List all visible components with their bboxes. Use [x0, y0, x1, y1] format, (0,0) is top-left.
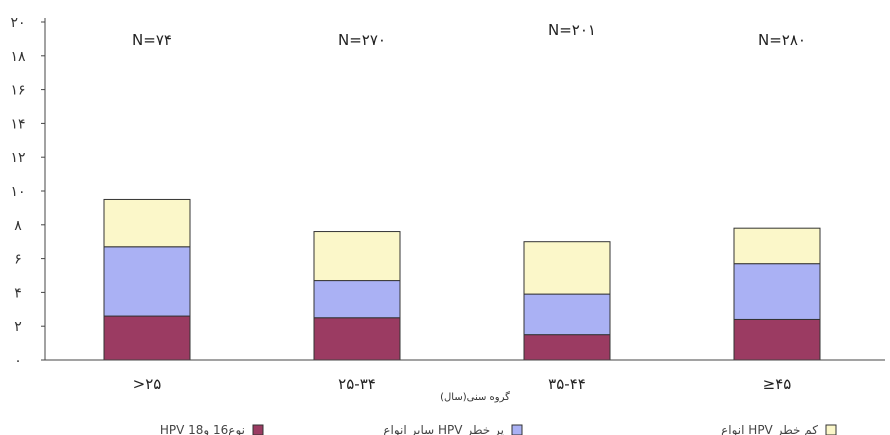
- legend: HPV نوع16 و18 سایر انواع HPV پر خطر انواع …: [160, 423, 837, 435]
- n-label: N=۲۷۰: [338, 31, 386, 49]
- y-tick-label: ۱۰: [10, 184, 25, 200]
- n-label: N=۲۰۱: [548, 21, 596, 39]
- n-labels: N=۷۴ N=۲۷۰ N=۲۰۱ N=۲۸۰: [132, 21, 806, 49]
- bar-segment-3: [523, 241, 611, 295]
- bar-segment-1: [103, 315, 191, 361]
- x-axis-title: گروه سنی(سال): [440, 391, 510, 403]
- bar-segment-3: [733, 227, 821, 265]
- x-tick-label: ۲۵-۳۴: [338, 375, 376, 393]
- y-tick-label: ۲۰: [10, 15, 25, 31]
- y-tick-label: ۴: [14, 285, 22, 301]
- y-tick-label: ۰: [14, 353, 22, 369]
- bar-segment-3: [313, 231, 401, 282]
- x-tick-label: >۲۵: [133, 375, 162, 393]
- legend-swatch: [511, 424, 523, 435]
- y-tick-label: ۶: [14, 252, 22, 268]
- legend-swatch: [252, 424, 264, 435]
- y-tick-label: ۲: [14, 319, 22, 335]
- bar-segment-2: [313, 280, 401, 319]
- x-axis: >۲۵ ۲۵-۳۴ ۳۵-۴۴ ≥۴۵: [45, 359, 885, 393]
- bars: [103, 198, 821, 361]
- legend-label: انواع HPV کم خطر: [721, 423, 818, 435]
- bar-segment-2: [103, 246, 191, 317]
- bar-segment-2: [523, 293, 611, 336]
- y-tick-label: ۱۸: [10, 49, 26, 65]
- y-tick-label: ۱۲: [10, 150, 25, 166]
- bar-segment-3: [103, 198, 191, 248]
- n-label: N=۲۸۰: [758, 31, 806, 49]
- y-axis: ۰ ۲ ۴ ۶ ۸ ۱۰ ۱۲ ۱۴ ۱۶ ۱۸ ۲۰: [10, 15, 46, 369]
- bar-segment-1: [733, 318, 821, 361]
- y-tick-label: ۸: [14, 218, 22, 234]
- bar-segment-2: [733, 263, 821, 320]
- bar-segment-1: [523, 334, 611, 361]
- y-tick-label: ۱۶: [10, 83, 25, 99]
- n-label: N=۷۴: [132, 31, 172, 49]
- bar-segment-1: [313, 317, 401, 361]
- legend-label: سایر انواع HPV پر خطر: [383, 423, 504, 435]
- x-tick-label: ۳۵-۴۴: [548, 375, 586, 393]
- x-tick-label: ≥۴۵: [763, 375, 792, 393]
- legend-swatch: [825, 424, 837, 435]
- y-tick-label: ۱۴: [10, 116, 25, 132]
- legend-label: HPV نوع16 و18: [160, 423, 245, 435]
